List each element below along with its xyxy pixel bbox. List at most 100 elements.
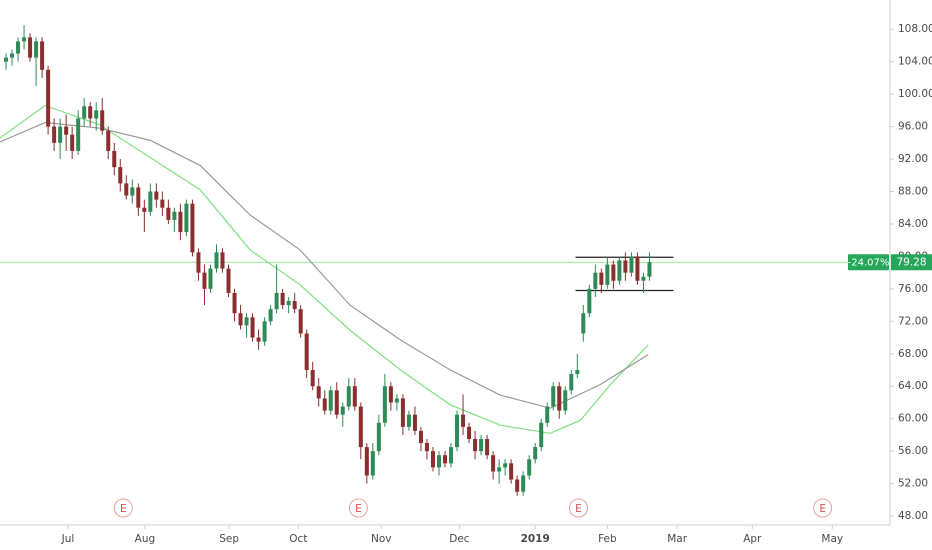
candle-body [647,262,652,277]
candle-body [112,150,117,168]
candle-body [160,199,165,208]
candle-body [467,426,472,439]
candle-body [322,398,327,411]
candle-body [40,41,45,70]
y-tick-label: 104.00 [898,56,932,68]
candle-body [605,264,610,285]
candle-body [124,183,129,196]
candle-body [304,333,309,371]
candle-body [527,459,532,476]
x-tick-label: Oct [289,533,307,545]
earnings-marker [569,498,588,518]
candle-body [449,447,454,464]
candle-body [611,264,616,281]
candle-body [388,386,393,403]
candle-body [142,207,147,212]
candle-body [310,370,315,387]
candle-body [58,126,63,143]
candle-body [599,272,604,285]
candle-body [94,110,99,119]
candle-body [316,386,321,399]
candle-body [214,252,219,269]
candle-body [587,288,592,314]
candle-body [226,268,231,293]
candle-body [298,309,303,334]
candle-body [406,414,411,427]
candle-body [503,463,508,468]
y-tick-label: 64.00 [898,380,928,392]
candle-body [262,321,267,342]
candle-body [46,69,51,127]
candle-body [148,191,153,212]
earnings-label: E [355,503,362,515]
x-tick-label: Mar [667,533,687,545]
y-tick-label: 48.00 [898,510,928,522]
candle-body [352,386,357,407]
x-tick-label: Dec [449,533,470,545]
candle-body [256,337,261,342]
y-tick-label: 92.00 [898,153,928,165]
candle-body [521,475,526,492]
candle-body [418,430,423,444]
candle-body [286,301,291,306]
candle-body [376,422,381,452]
candle-body [479,438,484,452]
candle-body [364,447,369,476]
y-tick-label: 108.00 [898,23,932,35]
candle-body [473,438,478,452]
earnings-label: E [120,503,127,515]
candle-body [190,203,195,253]
candle-body [22,37,27,42]
candle-body [34,41,39,58]
change-label: -24.07% [848,257,890,268]
candle-body [533,447,538,460]
candle-body [334,390,339,415]
y-tick-label: 100.00 [898,88,932,100]
candle-body [28,37,33,58]
candle-body [52,126,57,143]
candle-body [178,211,183,233]
candle-body [430,451,435,468]
x-tick-label: Aug [135,533,156,545]
candle-body [130,187,135,196]
candle-body [208,268,213,289]
candle-body [238,313,243,326]
candle-body [4,57,9,62]
candle-body [70,134,75,151]
earnings-marker [113,498,133,518]
y-tick-label: 76.00 [898,283,928,295]
candle-body [292,301,297,310]
candle-body [16,41,21,54]
x-tick-label: Feb [598,533,617,545]
candle-body [184,203,189,233]
candle-body [100,110,105,131]
y-tick-label: 68.00 [898,348,928,360]
candle-body [436,455,441,468]
price-label: 79.28 [896,256,926,268]
candle-body [641,276,646,281]
candle-body [617,260,622,281]
price-box [891,254,932,271]
earnings-label: E [819,503,826,515]
candle-body [575,370,580,375]
candle-body [244,317,249,326]
candle-body [340,406,345,415]
candle-body [172,211,177,220]
earnings-marker [348,498,368,518]
y-tick-label: 56.00 [898,445,928,457]
candle-body [64,126,69,135]
candle-body [76,118,81,151]
candle-body [394,398,399,403]
candle-body [629,256,634,273]
change-box [848,254,889,271]
candle-body [515,479,520,492]
candle-body [581,313,586,334]
candle-body [382,386,387,423]
y-tick-label: 96.00 [898,121,928,133]
candle-body [593,272,598,289]
earnings-marker [813,498,833,518]
candle-body [461,414,466,427]
candle-body [10,53,15,58]
